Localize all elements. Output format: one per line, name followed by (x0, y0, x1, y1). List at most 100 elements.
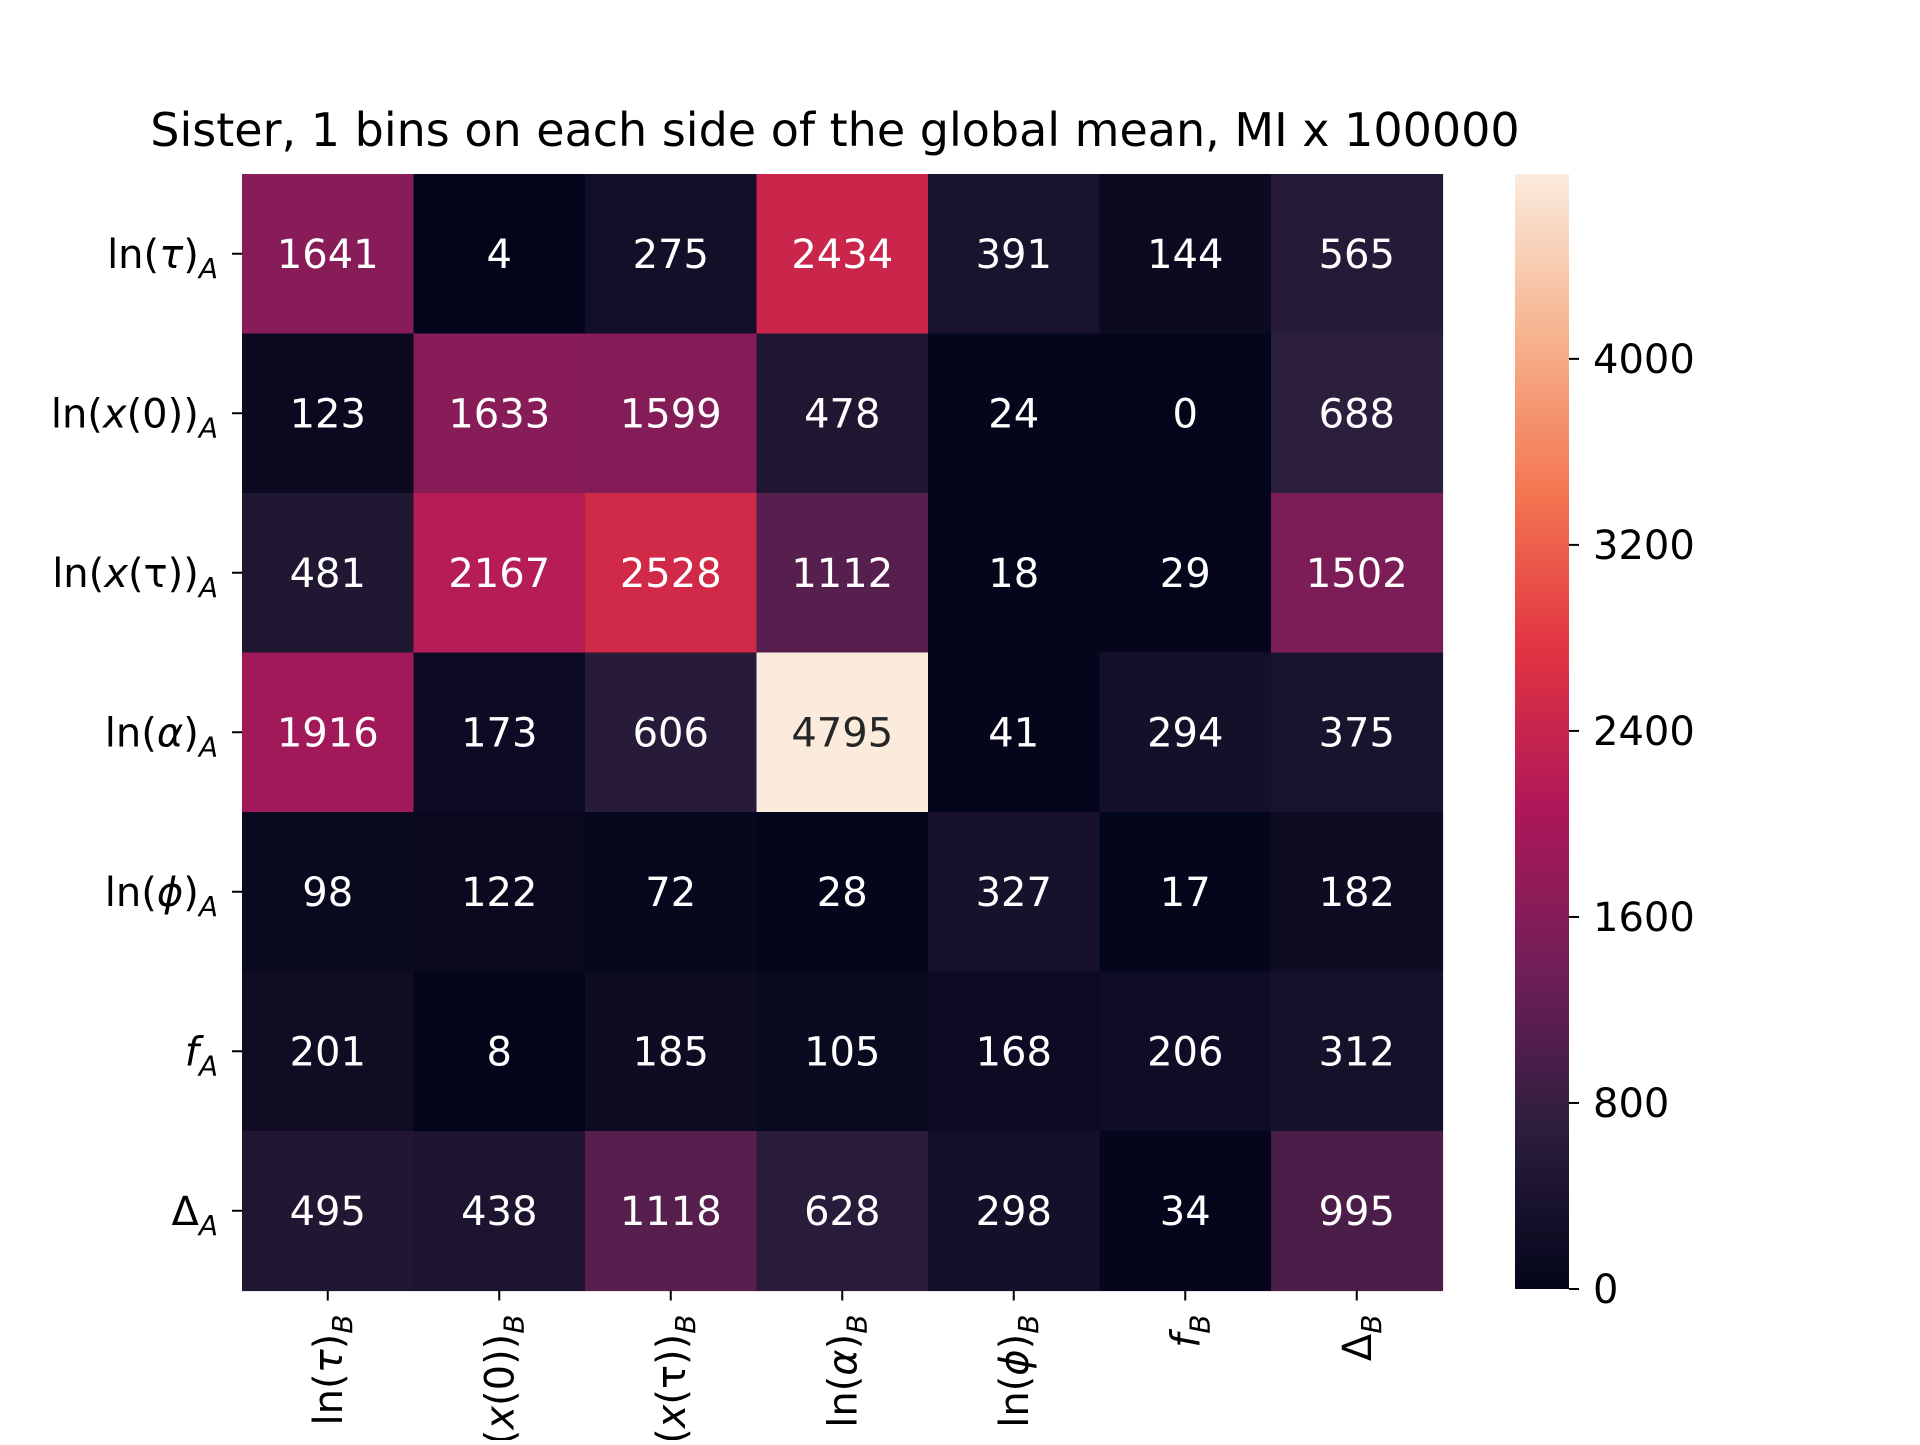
cell-value-label: 312 (1319, 1029, 1395, 1075)
cell-value-label: 995 (1319, 1189, 1395, 1235)
cell-value-label: 688 (1319, 391, 1395, 437)
y-tick-label: ln(x(0))A (51, 391, 218, 444)
heatmap-cell (585, 652, 758, 813)
cell-value-label: 28 (817, 870, 868, 916)
cell-value-label: 2434 (791, 232, 893, 278)
heatmap-cell (242, 812, 415, 973)
heatmap-cell (1099, 1131, 1272, 1292)
y-tick-label: ln(ϕ)A (105, 870, 218, 923)
cell-value-label: 4 (487, 232, 512, 278)
heatmap-cell (242, 333, 415, 494)
colorbar-tick-label: 1600 (1593, 895, 1695, 941)
heatmap-cell (756, 493, 929, 654)
cell-value-label: 1633 (448, 391, 550, 437)
heatmap-cell (928, 652, 1101, 813)
y-tick-label: ln(α)A (105, 710, 218, 763)
heatmap-cell (585, 333, 758, 494)
colorbar-tick-label: 0 (1593, 1267, 1618, 1313)
cell-value-label: 606 (633, 710, 709, 756)
heatmap-cell (413, 812, 586, 973)
cell-value-label: 1641 (277, 232, 379, 278)
heatmap-cell (928, 493, 1101, 654)
heatmap-cell (756, 174, 929, 335)
heatmap-cells: 1641 4 275 2434 391 144 565 123 1633 1599 478 24 0 68… (242, 174, 1444, 1292)
cell-value-label: 123 (290, 391, 366, 437)
colorbar-tick-label: 800 (1593, 1081, 1669, 1127)
heatmap-cell (756, 812, 929, 973)
heatmap-cell (1271, 493, 1444, 654)
cell-value-label: 327 (976, 870, 1052, 916)
x-tick-label: ln(x(τ))B (649, 1315, 702, 1441)
cell-value-label: 481 (290, 551, 366, 597)
cell-value-label: 8 (487, 1029, 512, 1075)
cell-value-label: 105 (804, 1029, 880, 1075)
x-tick-label: ln(x(0))B (477, 1315, 530, 1441)
heatmap-cell (1099, 971, 1272, 1132)
cell-value-label: 206 (1147, 1029, 1223, 1075)
x-tick-label: ln(α)B (820, 1315, 873, 1428)
heatmap-cell (413, 1131, 586, 1292)
x-axis: ln(τ)B ln(x(0))B ln(x(τ))B ln(α)B ln(ϕ)B fB ΔB (306, 1290, 1388, 1445)
heatmap-cell (242, 652, 415, 813)
cell-value-label: 294 (1147, 710, 1223, 756)
heatmap-cell (1271, 971, 1444, 1132)
heatmap-cell (1099, 812, 1272, 973)
colorbar-tick-label: 2400 (1593, 709, 1695, 755)
cell-value-label: 1118 (620, 1189, 722, 1235)
x-tick-label: ΔB (1335, 1315, 1388, 1362)
cell-value-label: 375 (1319, 710, 1395, 756)
cell-value-label: 18 (988, 551, 1039, 597)
heatmap-cell (928, 812, 1101, 973)
cell-value-label: 495 (290, 1189, 366, 1235)
y-tick-label: ln(x(τ))A (52, 551, 218, 604)
cell-value-label: 2528 (620, 551, 722, 597)
cell-value-label: 628 (804, 1189, 880, 1235)
heatmap-cell (928, 1131, 1101, 1292)
heatmap-cell (242, 493, 415, 654)
cell-value-label: 438 (461, 1189, 537, 1235)
colorbar-gradient (1515, 174, 1569, 1289)
cell-value-label: 1599 (620, 391, 722, 437)
heatmap-cell (1099, 652, 1272, 813)
colorbar-tick-label: 3200 (1593, 523, 1695, 569)
heatmap-cell (1099, 493, 1272, 654)
heatmap-cell (756, 971, 929, 1132)
cell-value-label: 144 (1147, 232, 1223, 278)
heatmap-cell (756, 652, 929, 813)
x-tick-label: ln(τ)B (306, 1315, 359, 1426)
cell-value-label: 24 (988, 391, 1039, 437)
x-tick-label: ln(ϕ)B (992, 1315, 1045, 1428)
cell-value-label: 173 (461, 710, 537, 756)
cell-value-label: 122 (461, 870, 537, 916)
cell-value-label: 565 (1319, 232, 1395, 278)
cell-value-label: 1502 (1306, 551, 1408, 597)
cell-value-label: 72 (645, 870, 696, 916)
heatmap-cell (1271, 652, 1444, 813)
cell-value-label: 1112 (791, 551, 893, 597)
y-tick-label: ΔA (171, 1189, 218, 1242)
heatmap-cell (1099, 333, 1272, 494)
heatmap-cell (585, 812, 758, 973)
cell-value-label: 391 (976, 232, 1052, 278)
heatmap-cell (1271, 1131, 1444, 1292)
heatmap-cell (1271, 174, 1444, 335)
cell-value-label: 1916 (277, 710, 379, 756)
cell-value-label: 4795 (791, 710, 893, 756)
heatmap-cell (242, 1131, 415, 1292)
heatmap-cell (413, 493, 586, 654)
heatmap-cell (1271, 812, 1444, 973)
heatmap-cell (585, 971, 758, 1132)
y-tick-label: ln(τ)A (107, 232, 218, 285)
chart-title: Sister, 1 bins on each side of the globa… (150, 103, 1519, 157)
colorbar-tick-label: 4000 (1593, 337, 1695, 383)
cell-value-label: 185 (633, 1029, 709, 1075)
cell-value-label: 41 (988, 710, 1039, 756)
heatmap-cell (242, 174, 415, 335)
heatmap-cell (756, 1131, 929, 1292)
heatmap-cell (928, 333, 1101, 494)
heatmap-cell (1099, 174, 1272, 335)
heatmap-cell (585, 1131, 758, 1292)
cell-value-label: 275 (633, 232, 709, 278)
